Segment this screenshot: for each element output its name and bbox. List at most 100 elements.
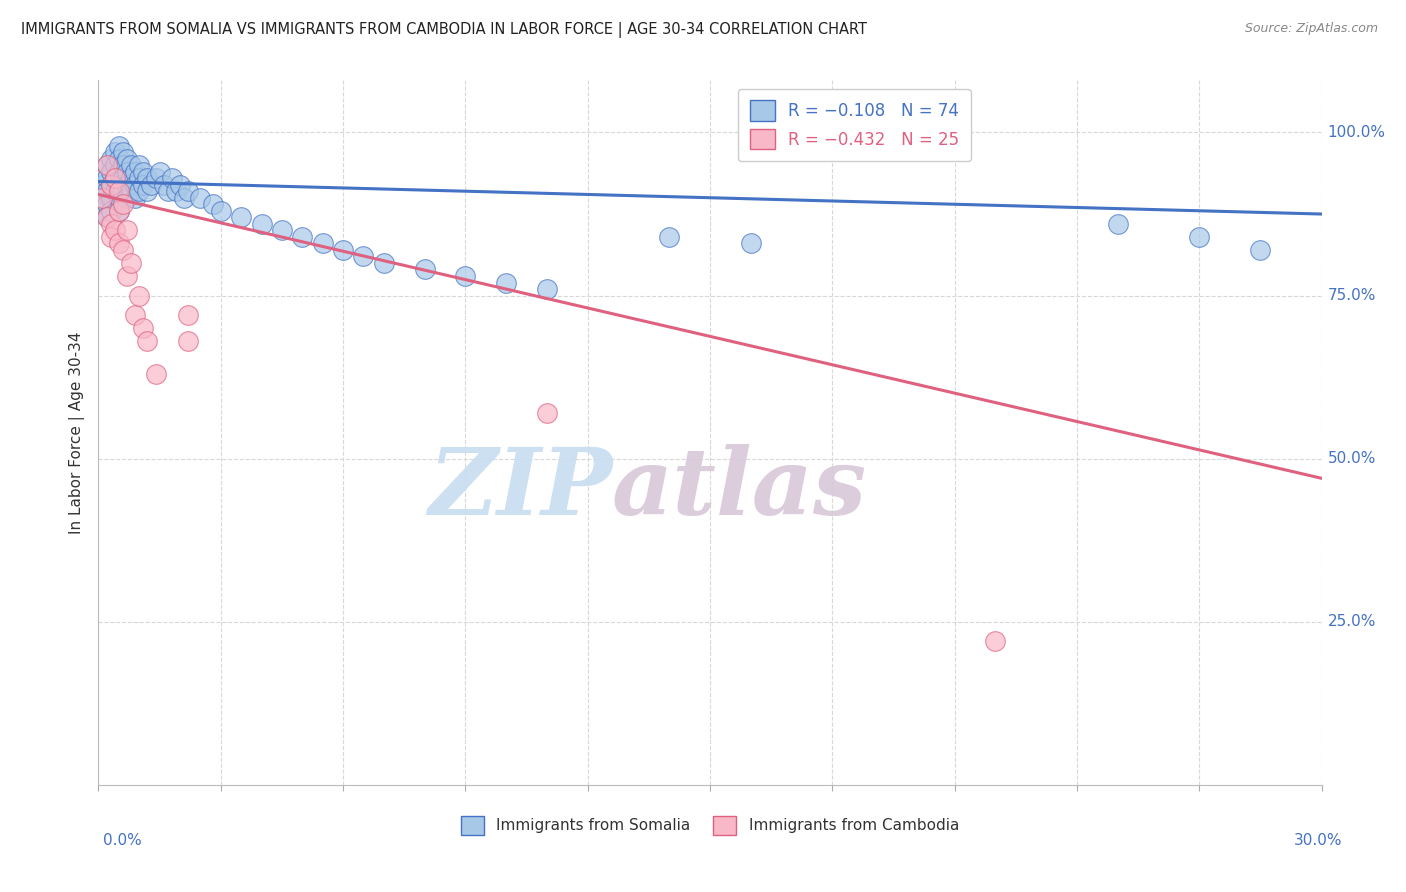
Point [111, 158, 134, 172]
Point [128, 158, 150, 172]
Point [124, 178, 146, 192]
Point [111, 197, 134, 211]
Point [96, 158, 118, 172]
Point [495, 276, 517, 290]
Text: 100.0%: 100.0% [1327, 125, 1386, 140]
Point [740, 236, 762, 251]
Point [96, 197, 118, 211]
Point [115, 178, 138, 192]
Point [454, 268, 477, 283]
Point [96, 211, 118, 225]
Point [160, 171, 183, 186]
Point [149, 164, 172, 178]
Point [658, 230, 681, 244]
Point [100, 152, 122, 166]
Point [108, 236, 131, 251]
Point [188, 191, 212, 205]
Point [104, 158, 127, 172]
Point [100, 164, 122, 178]
Point [115, 152, 138, 166]
Point [108, 138, 131, 153]
Point [145, 367, 167, 381]
Point [91, 191, 114, 205]
Point [96, 171, 118, 186]
Point [108, 191, 131, 205]
Point [352, 250, 374, 264]
Point [984, 634, 1007, 648]
Text: 75.0%: 75.0% [1327, 288, 1376, 303]
Point [111, 145, 134, 159]
Point [132, 178, 155, 192]
Point [111, 243, 134, 257]
Point [124, 191, 146, 205]
Point [100, 230, 122, 244]
Point [120, 256, 142, 270]
Point [108, 178, 131, 192]
Point [132, 321, 155, 335]
Point [104, 184, 127, 198]
Point [100, 178, 122, 192]
Point [100, 178, 122, 192]
Point [115, 268, 138, 283]
Point [136, 184, 159, 198]
Point [536, 406, 558, 420]
Point [120, 171, 142, 186]
Point [209, 203, 232, 218]
Point [96, 158, 118, 172]
Text: atlas: atlas [612, 444, 868, 534]
Point [120, 158, 142, 172]
Point [152, 178, 174, 192]
Point [1188, 230, 1211, 244]
Point [312, 236, 335, 251]
Point [115, 223, 138, 237]
Legend: Immigrants from Somalia, Immigrants from Cambodia: Immigrants from Somalia, Immigrants from… [456, 810, 965, 841]
Point [231, 211, 253, 225]
Text: 50.0%: 50.0% [1327, 451, 1376, 467]
Point [132, 164, 155, 178]
Point [108, 152, 131, 166]
Point [104, 171, 127, 186]
Point [104, 223, 127, 237]
Point [96, 211, 118, 225]
Point [100, 217, 122, 231]
Point [136, 171, 159, 186]
Point [115, 164, 138, 178]
Point [156, 184, 179, 198]
Point [115, 191, 138, 205]
Point [373, 256, 395, 270]
Point [104, 145, 127, 159]
Point [291, 230, 314, 244]
Point [91, 203, 114, 218]
Point [413, 262, 436, 277]
Point [108, 203, 131, 218]
Text: 25.0%: 25.0% [1327, 615, 1376, 630]
Point [141, 178, 163, 192]
Point [128, 184, 150, 198]
Point [250, 217, 273, 231]
Point [124, 308, 146, 322]
Point [1249, 243, 1271, 257]
Point [104, 171, 127, 186]
Y-axis label: In Labor Force | Age 30-34: In Labor Force | Age 30-34 [69, 331, 84, 534]
Point [201, 197, 224, 211]
Text: ZIP: ZIP [427, 444, 612, 534]
Point [536, 282, 558, 296]
Point [91, 191, 114, 205]
Point [120, 184, 142, 198]
Point [91, 178, 114, 192]
Text: Source: ZipAtlas.com: Source: ZipAtlas.com [1244, 22, 1378, 36]
Text: 0.0%: 0.0% [103, 833, 142, 847]
Point [100, 191, 122, 205]
Point [177, 334, 200, 349]
Point [136, 334, 159, 349]
Point [1107, 217, 1129, 231]
Point [100, 203, 122, 218]
Text: IMMIGRANTS FROM SOMALIA VS IMMIGRANTS FROM CAMBODIA IN LABOR FORCE | AGE 30-34 C: IMMIGRANTS FROM SOMALIA VS IMMIGRANTS FR… [21, 22, 868, 38]
Point [111, 184, 134, 198]
Point [173, 191, 195, 205]
Point [111, 171, 134, 186]
Point [332, 243, 354, 257]
Point [145, 171, 167, 186]
Point [108, 184, 131, 198]
Point [169, 178, 191, 192]
